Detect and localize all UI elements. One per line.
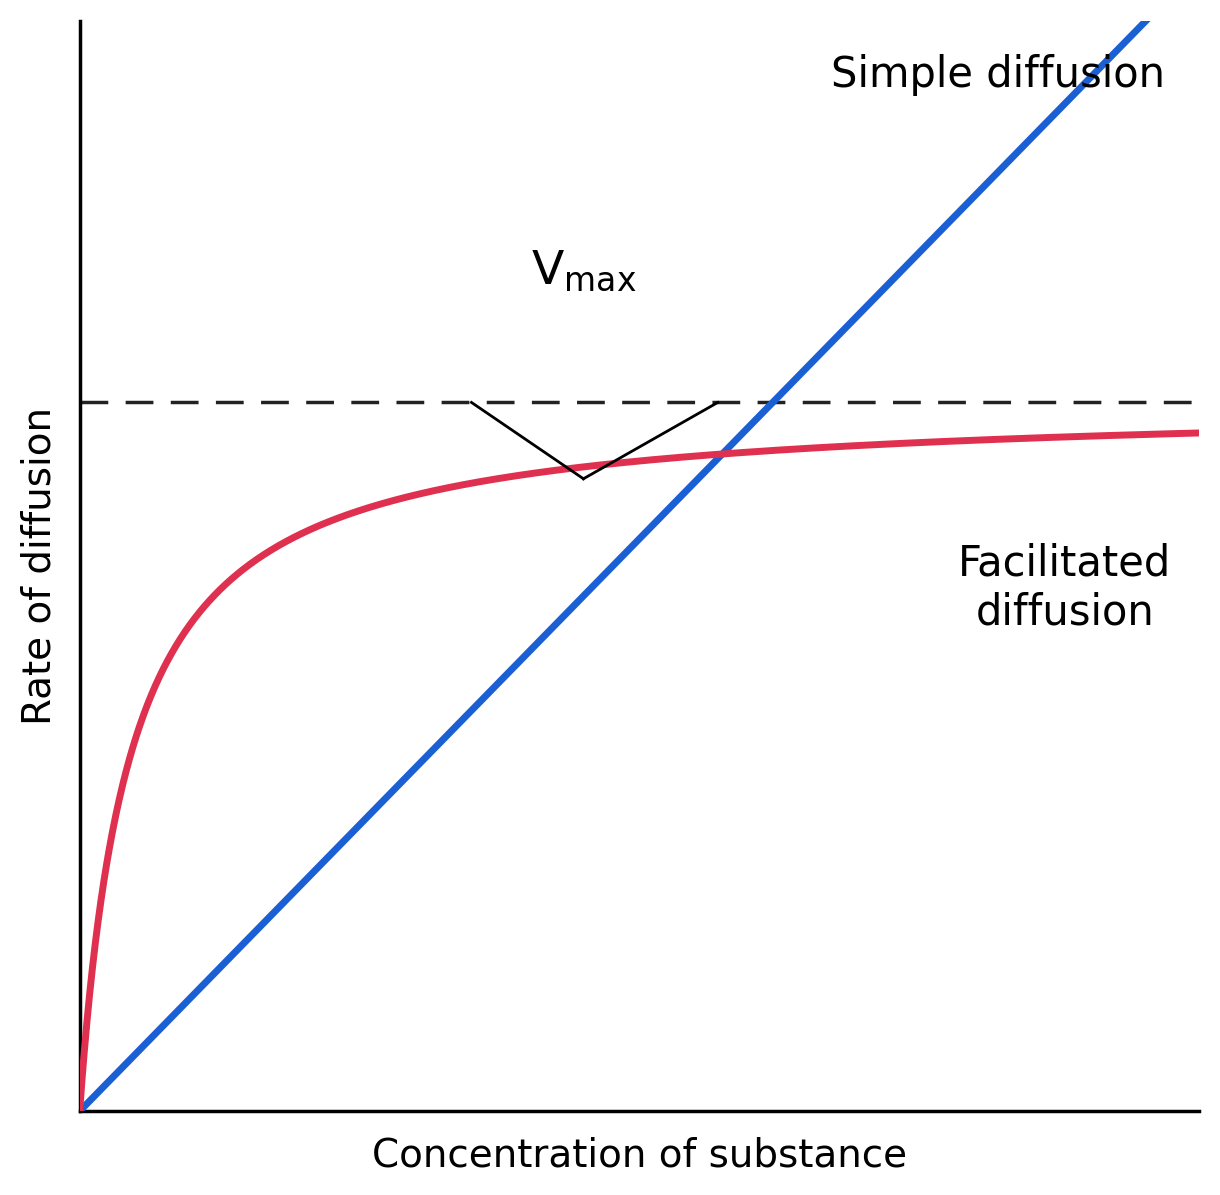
Y-axis label: Rate of diffusion: Rate of diffusion xyxy=(21,407,59,725)
X-axis label: Concentration of substance: Concentration of substance xyxy=(372,1136,906,1175)
Text: Simple diffusion: Simple diffusion xyxy=(831,54,1165,97)
Text: Facilitated
diffusion: Facilitated diffusion xyxy=(958,543,1171,633)
Text: $\mathregular{V_{max}}$: $\mathregular{V_{max}}$ xyxy=(531,249,637,294)
